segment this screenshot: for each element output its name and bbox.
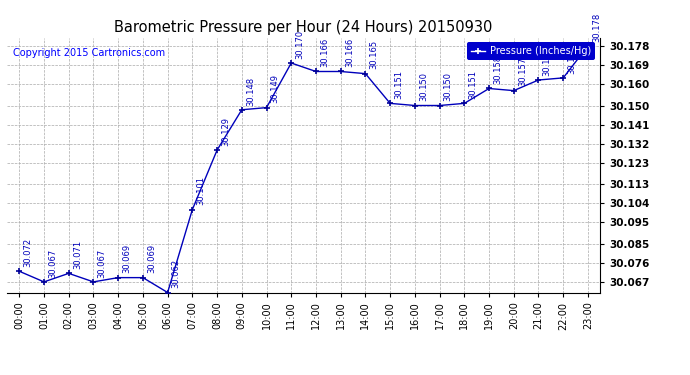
Text: 30.067: 30.067 — [97, 249, 106, 278]
Text: 30.101: 30.101 — [197, 177, 206, 206]
Text: 30.067: 30.067 — [48, 249, 57, 278]
Legend: Pressure (Inches/Hg): Pressure (Inches/Hg) — [467, 42, 595, 60]
Text: 30.062: 30.062 — [172, 259, 181, 288]
Text: 30.150: 30.150 — [419, 72, 428, 101]
Title: Barometric Pressure per Hour (24 Hours) 20150930: Barometric Pressure per Hour (24 Hours) … — [115, 20, 493, 35]
Text: 30.150: 30.150 — [444, 72, 453, 101]
Text: 30.069: 30.069 — [147, 244, 156, 273]
Text: 30.071: 30.071 — [73, 240, 82, 269]
Text: 30.165: 30.165 — [370, 40, 379, 69]
Text: 30.178: 30.178 — [592, 13, 601, 42]
Text: 30.148: 30.148 — [246, 76, 255, 106]
Text: 30.157: 30.157 — [518, 57, 527, 87]
Text: 30.166: 30.166 — [345, 38, 354, 68]
Text: 30.158: 30.158 — [493, 55, 502, 84]
Text: 30.162: 30.162 — [542, 47, 551, 76]
Text: Copyright 2015 Cartronics.com: Copyright 2015 Cartronics.com — [13, 48, 165, 58]
Text: 30.166: 30.166 — [320, 38, 329, 68]
Text: 30.151: 30.151 — [469, 70, 477, 99]
Text: 30.163: 30.163 — [567, 45, 576, 74]
Text: 30.149: 30.149 — [270, 75, 279, 104]
Text: 30.069: 30.069 — [122, 244, 131, 273]
Text: 30.129: 30.129 — [221, 117, 230, 146]
Text: 30.170: 30.170 — [295, 30, 304, 59]
Text: 30.072: 30.072 — [23, 238, 32, 267]
Text: 30.151: 30.151 — [394, 70, 403, 99]
